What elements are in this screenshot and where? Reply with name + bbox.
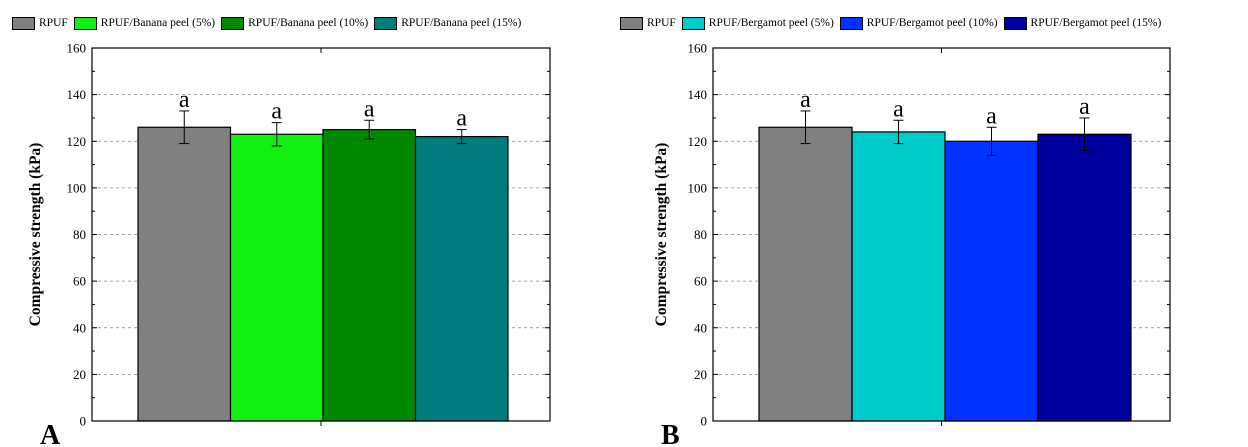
y-tick-label: 100: [688, 180, 708, 195]
y-tick-label: 140: [688, 87, 708, 102]
y-tick-label: 160: [67, 41, 87, 56]
legend-item: RPUF/Bergamot peel (5%): [681, 16, 834, 30]
y-tick-label: 80: [73, 227, 86, 242]
y-tick-label: 80: [694, 227, 707, 242]
legend-label: RPUF/Bergamot peel (5%): [708, 17, 834, 29]
legend-a: RPUF RPUF/Banana peel (5%) RPUF/Banana p…: [12, 14, 527, 32]
legend-item: RPUF: [12, 16, 68, 30]
bar: [1037, 133, 1132, 422]
bar: [137, 126, 232, 422]
legend-swatch: [681, 16, 705, 30]
y-tick-label: 60: [694, 274, 707, 289]
bar: [944, 140, 1039, 422]
panel-a: 0 20 40 60 80 100 120 140 160 a a a a Compressive str…: [27, 41, 551, 447]
legend-item: RPUF/Banana peel (10%): [221, 16, 369, 30]
y-axis-label: Compressive strength (kPa): [27, 143, 44, 327]
panel-label: A: [40, 420, 61, 447]
legend-item: RPUF/Banana peel (15%): [374, 16, 522, 30]
bar: [851, 131, 946, 422]
legend-item: RPUF/Banana peel (5%): [73, 16, 216, 30]
legend-swatch: [221, 16, 245, 30]
legend-b: RPUF RPUF/Bergamot peel (5%) RPUF/Bergam…: [620, 14, 1167, 32]
y-tick-label: 120: [688, 134, 708, 149]
legend-label: RPUF: [647, 17, 676, 29]
panel-label: B: [661, 420, 680, 447]
legend-swatch: [374, 16, 398, 30]
y-tick-label: 20: [694, 367, 707, 382]
legend-swatch: [839, 16, 863, 30]
y-tick-label: 40: [73, 320, 86, 335]
legend-label: RPUF: [39, 17, 68, 29]
legend-item: RPUF: [620, 16, 676, 30]
bar: [758, 126, 853, 422]
legend-label: RPUF/Banana peel (10%): [248, 17, 369, 29]
y-tick-label: 120: [67, 134, 87, 149]
legend-label: RPUF/Bergamot peel (15%): [1030, 17, 1162, 29]
y-tick-label: 0: [701, 414, 708, 429]
y-tick-label: 60: [73, 274, 86, 289]
y-tick-label: 0: [80, 414, 87, 429]
significance-label: a: [893, 96, 904, 122]
legend-label: RPUF/Banana peel (15%): [401, 17, 522, 29]
legend-swatch: [1003, 16, 1027, 30]
legend-swatch: [73, 16, 97, 30]
legend-swatch: [620, 16, 643, 30]
significance-label: a: [364, 96, 375, 122]
significance-label: a: [456, 106, 467, 132]
legend-swatch: [12, 16, 35, 30]
bar: [414, 135, 509, 422]
significance-label: a: [800, 87, 811, 113]
bar: [322, 128, 417, 422]
significance-label: a: [271, 99, 282, 125]
y-tick-label: 140: [67, 87, 87, 102]
legend-item: RPUF/Bergamot peel (15%): [1003, 16, 1162, 30]
significance-label: a: [986, 103, 997, 129]
y-tick-label: 160: [688, 41, 708, 56]
significance-label: a: [1079, 94, 1090, 120]
y-tick-label: 20: [73, 367, 86, 382]
y-tick-label: 100: [67, 180, 87, 195]
legend-item: RPUF/Bergamot peel (10%): [839, 16, 998, 30]
y-tick-label: 40: [694, 320, 707, 335]
significance-label: a: [179, 87, 190, 113]
bar: [229, 133, 324, 422]
legend-label: RPUF/Banana peel (5%): [100, 17, 216, 29]
panel-b: 0 20 40 60 80 100 120 140 160 a a a a Compressive str…: [653, 41, 1171, 447]
legend-label: RPUF/Bergamot peel (10%): [866, 17, 998, 29]
y-axis-label: Compressive strength (kPa): [653, 143, 670, 327]
